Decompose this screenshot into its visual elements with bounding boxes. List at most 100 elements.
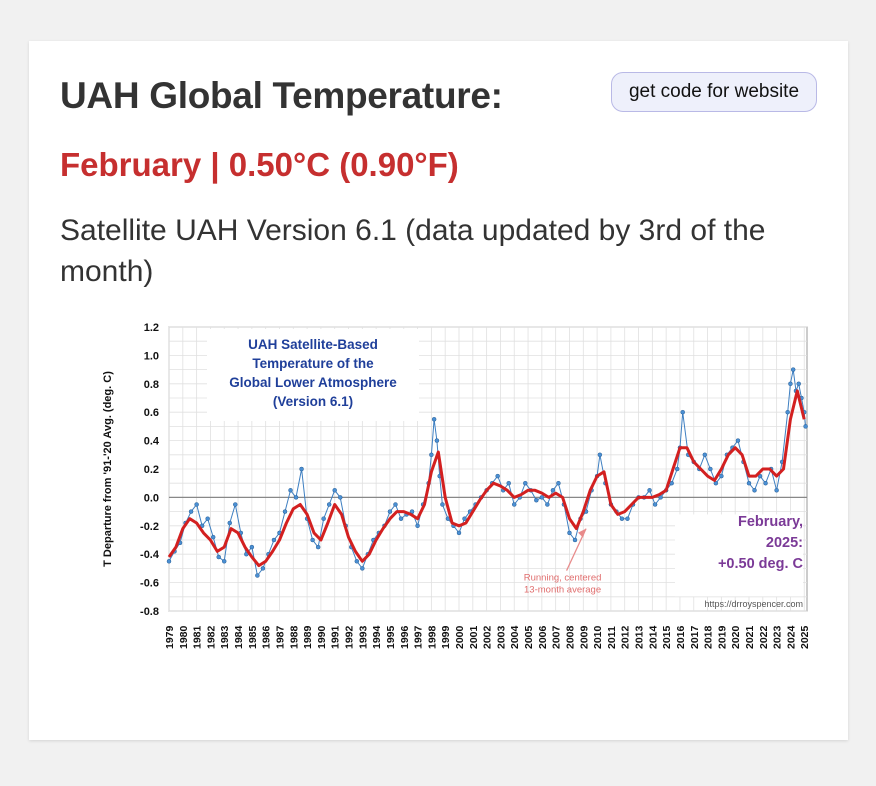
monthly-point [523,480,528,486]
x-tick-label: 1983 [219,625,231,649]
monthly-point [271,537,277,543]
x-tick-label: 1997 [413,625,425,649]
chart-title: UAH Satellite-Based Temperature of the Glo… [229,337,397,409]
monthly-point [495,473,500,479]
monthly-point [360,566,365,571]
latest-value-box: February, 2025: +0.50 deg. C [675,514,804,597]
x-tick-label: 2004 [509,625,521,649]
monthly-point [774,488,779,493]
x-tick-label: 2019 [716,625,728,649]
y-tick-label: 0.2 [144,464,159,476]
x-tick-label: 2013 [634,625,646,649]
monthly-point [194,502,199,507]
monthly-point [534,497,539,503]
monthly-line [168,369,807,577]
monthly-point [249,544,255,550]
monthly-point [321,516,326,521]
monthly-point [337,495,343,500]
y-tick-label: -0.6 [140,578,159,590]
y-tick-labels: 1.2 1.0 0.8 0.6 0.4 0.2 0.0 -0.2 -0.4 -0.6 -0.8 [140,322,160,618]
monthly-point [315,544,321,550]
monthly-point [282,509,288,514]
y-tick-label: -0.8 [140,606,159,618]
monthly-point [205,516,210,521]
chart-title-box: UAH Satellite-Based Temperature of the Glo… [207,329,419,421]
get-code-button[interactable]: get code for website [611,72,817,112]
x-tick-label: 2009 [578,625,590,649]
monthly-point [625,516,630,521]
x-tick-label: 1980 [178,625,190,649]
monthly-point [735,438,741,443]
x-tick-label: 1995 [385,625,397,649]
x-tick-label: 1989 [302,625,314,649]
x-tick-label: 2000 [454,625,466,649]
x-tick-label: 2003 [495,625,507,649]
monthly-point [708,466,713,472]
monthly-point [572,537,578,543]
monthly-point [567,530,572,536]
x-tick-label: 2020 [730,625,742,649]
monthly-point [429,452,434,458]
latest-reading: February | 0.50°C (0.90°F) [60,146,459,183]
x-tick-label: 1994 [371,625,383,649]
temperature-chart: 1.2 1.0 0.8 0.6 0.4 0.2 0.0 -0.2 -0.4 -0.6 -0.8 19… [102,322,809,649]
x-tick-label: 1990 [316,625,328,649]
x-tick-label: 1986 [261,625,273,649]
y-tick-label: 1.2 [144,322,159,334]
x-tick-label: 2011 [606,626,618,649]
monthly-point [752,488,757,493]
monthly-point [260,566,266,571]
monthly-point [746,480,752,486]
x-tick-label: 2010 [592,625,604,649]
x-tick-label: 2017 [689,625,701,649]
monthly-point [803,424,808,429]
chart-credit: https://drroyspencer.com [704,599,803,609]
x-tick-label: 2005 [523,625,535,649]
monthly-point [788,381,793,387]
monthly-point [456,530,462,536]
monthly-point [652,502,658,507]
x-tick-labels: 1979 1980 1981 1982 1983 1984 1985 1986 1987 1988… [164,625,809,649]
x-tick-label: 2024 [785,625,797,649]
x-tick-label: 2008 [564,625,576,649]
x-tick-label: 2002 [482,625,494,649]
monthly-point [210,534,216,540]
monthly-point [434,438,440,443]
monthly-point [393,502,398,507]
monthly-point [550,488,556,493]
monthly-point [293,495,299,500]
monthly-point [539,495,545,500]
monthly-point [255,573,260,578]
monthly-point [221,559,227,564]
monthly-series [166,367,808,578]
monthly-point [674,466,680,472]
x-tick-label: 1991 [330,625,342,649]
x-tick-label: 1996 [399,625,411,649]
monthly-point [785,409,790,415]
y-tick-label: 0.0 [144,492,159,504]
monthly-point [713,480,719,486]
x-tick-label: 2015 [661,625,673,649]
x-tick-label: 2001 [468,625,480,649]
monthly-point [299,466,304,472]
x-tick-label: 1982 [205,625,217,649]
monthly-point [310,537,315,543]
monthly-point [556,480,561,486]
monthly-point [462,516,467,521]
y-tick-label: -0.4 [140,549,160,561]
x-tick-label: 1984 [233,625,245,649]
monthly-point [796,381,801,387]
monthly-point [757,473,763,479]
y-axis-label: T Departure from '91-'20 Avg. (deg. C) [102,371,114,567]
monthly-point [506,480,511,486]
monthly-point [647,488,652,493]
monthly-point [387,509,393,514]
monthly-point [398,516,404,521]
data-source-subtitle: Satellite UAH Version 6.1 (data updated … [60,214,766,288]
monthly-point [188,509,194,514]
running-average-label: Running, centered 13-month average [524,573,602,596]
monthly-point [227,520,233,526]
monthly-point [216,554,221,560]
monthly-point [511,502,517,507]
x-tick-label: 2023 [772,625,784,649]
